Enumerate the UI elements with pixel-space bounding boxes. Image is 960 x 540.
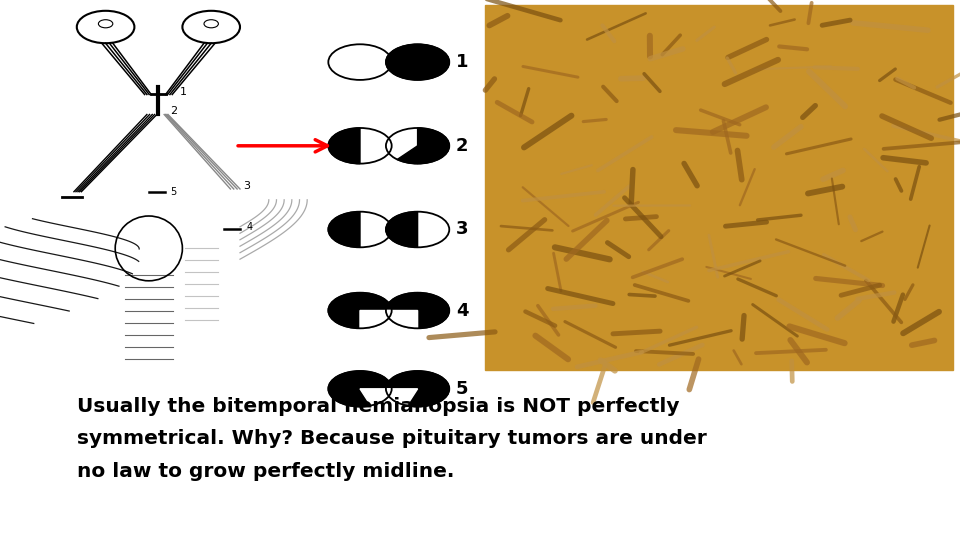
Wedge shape bbox=[360, 310, 392, 328]
Text: 3: 3 bbox=[243, 181, 250, 191]
Text: Usually the bitemporal hemianopsia is NOT perfectly: Usually the bitemporal hemianopsia is NO… bbox=[77, 397, 680, 416]
Text: no law to grow perfectly midline.: no law to grow perfectly midline. bbox=[77, 462, 454, 481]
Circle shape bbox=[386, 128, 449, 164]
Circle shape bbox=[328, 44, 392, 80]
Wedge shape bbox=[386, 293, 449, 328]
Circle shape bbox=[328, 371, 392, 407]
Text: 2: 2 bbox=[170, 106, 177, 116]
Wedge shape bbox=[328, 212, 360, 247]
Circle shape bbox=[386, 44, 449, 80]
Circle shape bbox=[328, 293, 392, 328]
Text: 5: 5 bbox=[170, 187, 177, 197]
Text: symmetrical. Why? Because pituitary tumors are under: symmetrical. Why? Because pituitary tumo… bbox=[77, 429, 707, 448]
Wedge shape bbox=[386, 389, 418, 406]
Bar bbox=[485, 5, 953, 370]
Circle shape bbox=[328, 128, 392, 164]
Text: 5: 5 bbox=[456, 380, 468, 398]
Wedge shape bbox=[386, 371, 449, 407]
Wedge shape bbox=[397, 146, 418, 164]
Circle shape bbox=[386, 371, 449, 407]
Wedge shape bbox=[386, 310, 418, 328]
Text: 1: 1 bbox=[180, 87, 186, 97]
Text: 4: 4 bbox=[456, 301, 468, 320]
Text: 4: 4 bbox=[247, 222, 252, 232]
Circle shape bbox=[328, 212, 392, 247]
Circle shape bbox=[386, 212, 449, 247]
Wedge shape bbox=[328, 293, 392, 328]
Wedge shape bbox=[386, 212, 418, 247]
Circle shape bbox=[386, 44, 449, 80]
Text: 2: 2 bbox=[456, 137, 468, 155]
Wedge shape bbox=[328, 128, 360, 164]
Wedge shape bbox=[418, 128, 449, 164]
Wedge shape bbox=[360, 389, 392, 406]
Circle shape bbox=[386, 293, 449, 328]
Wedge shape bbox=[328, 371, 392, 407]
Text: 1: 1 bbox=[456, 53, 468, 71]
Text: 3: 3 bbox=[456, 220, 468, 239]
